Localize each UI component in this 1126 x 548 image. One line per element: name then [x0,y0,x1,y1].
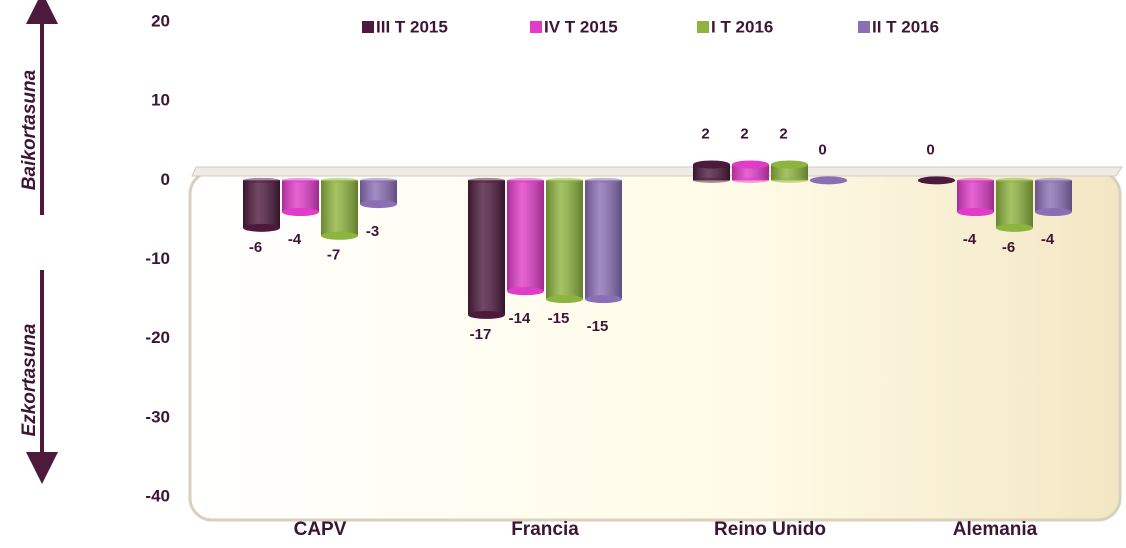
y-tick-label: -10 [145,249,170,268]
bar-cap [732,177,769,183]
value-label: 2 [779,125,787,142]
legend-label: I T 2016 [711,17,773,36]
x-tick-label: Francia [511,519,579,540]
bar-shade [957,180,994,212]
bar-shade [243,180,280,228]
y-tick-label: 20 [151,11,170,30]
bar-cap [546,177,583,183]
value-label: 0 [926,141,934,158]
bar-cap [810,177,847,183]
legend-label: III T 2015 [376,17,448,36]
bar-cap [243,177,280,183]
value-label: -15 [587,318,609,335]
bar-cap [585,295,622,304]
bar-shade [360,180,397,205]
bar-cap [732,160,769,169]
value-label: -4 [288,231,302,248]
bar-shade [771,164,808,181]
bar-cap [243,223,280,232]
legend-swatch [858,21,870,33]
legend-swatch [362,21,374,33]
bar-cap [468,310,505,319]
bar-cap [507,287,544,296]
bar-cap [360,177,397,183]
bar-cap [957,208,994,216]
bar-cap [468,177,505,183]
bar-shade [507,180,544,292]
value-label: -7 [327,247,340,264]
value-label: 2 [740,125,748,142]
bar-shade [732,164,769,181]
bar-cap [918,177,955,183]
legend-swatch [530,21,542,33]
floor [191,166,1123,177]
bar-cap [693,177,730,183]
value-label: -3 [366,223,379,240]
value-label: -14 [509,310,531,327]
bar-cap [507,177,544,183]
value-label: -6 [1002,239,1015,256]
legend-label: II T 2016 [872,17,939,36]
annotation: Ezkortasuna [19,323,40,436]
y-tick-label: -30 [145,407,170,426]
bar-cap [771,177,808,183]
bar-shade [996,180,1033,228]
value-label: 0 [818,141,826,158]
bar-cap [282,208,319,216]
y-tick-label: 10 [151,91,170,110]
bar-shade [585,180,622,300]
bar-cap [321,177,358,183]
bar-shade [321,180,358,236]
bar-shade [468,180,505,315]
value-label: -6 [249,239,262,256]
bar-cap [996,177,1033,183]
bar-cap [957,177,994,183]
legend-label: IV T 2015 [544,17,618,36]
bar-cap [1035,208,1072,216]
bar-cap [771,160,808,169]
y-tick-label: 0 [161,170,170,189]
bar-cap [282,177,319,183]
annotation: Baikortasuna [19,69,40,190]
bar-cap [996,223,1033,232]
bar-cap [1035,177,1072,183]
value-label: -17 [470,326,492,343]
x-tick-label: Alemania [953,519,1038,540]
value-label: -15 [548,310,570,327]
bar-shade [1035,180,1072,212]
y-tick-label: -20 [145,328,170,347]
x-tick-label: Reino Unido [714,519,826,540]
value-label: -4 [963,231,977,248]
bar-cap [360,200,397,209]
value-label: 2 [701,125,709,142]
bar-shade [693,164,730,181]
legend-swatch [697,21,709,33]
bar-cap [546,295,583,304]
bar-cap [693,160,730,169]
bar-shade [546,180,583,300]
x-tick-label: CAPV [294,519,347,540]
y-tick-label: -40 [145,486,170,505]
bar-cap [321,231,358,240]
value-label: -4 [1041,231,1055,248]
bar-shade [282,180,319,212]
bar-cap [585,177,622,183]
